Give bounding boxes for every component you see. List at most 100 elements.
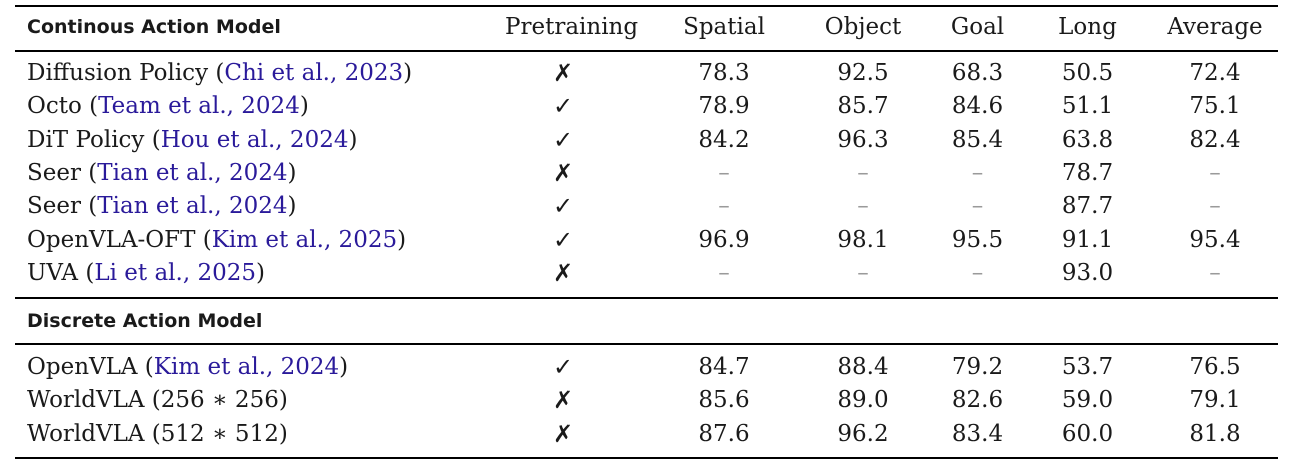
column-header-object: Object xyxy=(824,14,902,40)
object-score: – xyxy=(857,159,869,186)
paren-open: ( xyxy=(78,259,95,286)
goal-score: – xyxy=(971,259,984,286)
method-name-cell: DiT Policy (Hou et al., 2024) xyxy=(27,124,357,157)
method-name: Octo xyxy=(27,93,82,120)
table-row: UVA (Li et al., 2025) ✗ – – – 93.0 – xyxy=(0,257,1293,290)
paren-close: ) xyxy=(397,226,407,253)
method-name: WorldVLA (512 ∗ 512) xyxy=(27,420,288,447)
average-score: 76.5 xyxy=(1189,354,1241,380)
object-score: – xyxy=(857,193,869,220)
table-row: WorldVLA (512 ∗ 512) ✗ 87.6 96.2 83.4 60.0 81.… xyxy=(0,418,1293,451)
object-score: 88.4 xyxy=(837,354,889,380)
method-name-cell: Octo (Team et al., 2024) xyxy=(27,90,309,123)
paren-open: ( xyxy=(137,354,154,380)
column-header-goal: Goal xyxy=(950,14,1005,40)
paren-close: ) xyxy=(403,60,413,86)
citation-link[interactable]: Chi et al., 2023 xyxy=(224,60,404,86)
average-score: 79.1 xyxy=(1189,387,1241,414)
paren-open: ( xyxy=(80,193,98,220)
method-name-cell: Seer (Tian et al., 2024) xyxy=(27,157,297,190)
paren-close: ) xyxy=(348,126,358,153)
method-name: Diffusion Policy xyxy=(27,60,209,86)
method-name: OpenVLA xyxy=(27,354,138,380)
average-score: – xyxy=(1209,259,1221,286)
long-score: 51.1 xyxy=(1061,93,1114,120)
table-row: DiT Policy (Hou et al., 2024) ✓ 84.2 96.3 85… xyxy=(0,124,1293,157)
long-score: 87.7 xyxy=(1061,193,1114,220)
goal-score: 68.3 xyxy=(951,60,1004,86)
pretraining-mark: ✗ xyxy=(552,419,574,448)
spatial-score: 96.9 xyxy=(698,226,750,253)
pretraining-mark: ✓ xyxy=(552,353,574,381)
citation-link[interactable]: Li et al., 2025 xyxy=(94,259,256,286)
goal-score: 83.4 xyxy=(951,420,1004,447)
table-row: WorldVLA (256 ∗ 256) ✗ 85.6 89.0 82.6 59.0 79.… xyxy=(0,384,1293,417)
method-name: WorldVLA (256 ∗ 256) xyxy=(27,387,288,414)
citation-link[interactable]: Tian et al., 2024 xyxy=(97,193,288,220)
citation-link[interactable]: Tian et al., 2024 xyxy=(97,159,288,186)
object-score: 85.7 xyxy=(837,93,889,120)
pretraining-mark: ✗ xyxy=(552,158,574,187)
object-score: 96.3 xyxy=(837,126,889,153)
method-name-cell: UVA (Li et al., 2025) xyxy=(27,257,265,290)
method-name: Seer xyxy=(27,159,81,186)
goal-score: 85.4 xyxy=(951,126,1004,153)
spatial-score: 78.9 xyxy=(698,93,750,120)
header-rule xyxy=(15,50,1278,52)
method-name-cell: WorldVLA (256 ∗ 256) xyxy=(27,384,288,417)
spatial-score: 84.2 xyxy=(698,126,750,153)
discrete-section-row: Discrete Action Model xyxy=(0,305,1293,338)
method-name: DiT Policy xyxy=(27,126,145,153)
pretraining-mark: ✓ xyxy=(552,125,574,154)
paren-close: ) xyxy=(287,159,297,186)
goal-score: 82.6 xyxy=(951,387,1004,414)
long-score: 59.0 xyxy=(1061,387,1114,414)
top-rule xyxy=(15,5,1278,7)
pretraining-mark: ✗ xyxy=(552,59,574,87)
object-score: 92.5 xyxy=(837,60,889,86)
paren-close: ) xyxy=(255,259,265,286)
long-score: 53.7 xyxy=(1061,354,1114,380)
spatial-score: 84.7 xyxy=(698,354,750,380)
object-score: 89.0 xyxy=(837,387,889,414)
section-label-discrete: Discrete Action Model xyxy=(27,310,263,332)
table-row: OpenVLA-OFT (Kim et al., 2025) ✓ 96.9 98.1 9… xyxy=(0,224,1293,257)
object-score: 98.1 xyxy=(837,226,889,253)
bottom-rule xyxy=(15,457,1278,459)
average-score: 95.4 xyxy=(1189,226,1241,253)
citation-link[interactable]: Hou et al., 2024 xyxy=(160,126,349,153)
method-name-cell: OpenVLA (Kim et al., 2024) xyxy=(27,351,348,384)
spatial-score: – xyxy=(718,259,730,286)
pretraining-mark: ✓ xyxy=(552,225,574,254)
paren-open: ( xyxy=(208,60,225,86)
average-score: 81.8 xyxy=(1189,420,1241,447)
average-score: 82.4 xyxy=(1189,126,1241,153)
long-score: 60.0 xyxy=(1061,420,1114,447)
method-name: OpenVLA-OFT xyxy=(27,226,196,253)
table-row: Diffusion Policy (Chi et al., 2023) ✗ 78.3… xyxy=(0,57,1293,90)
table-row: Seer (Tian et al., 2024) ✗ – – – 78.7 – xyxy=(0,157,1293,190)
discrete-rule xyxy=(15,343,1278,345)
paren-close: ) xyxy=(287,193,297,220)
object-score: 96.2 xyxy=(837,420,889,447)
paren-open: ( xyxy=(81,93,99,120)
citation-link[interactable]: Kim et al., 2025 xyxy=(211,226,398,253)
method-name-cell: Diffusion Policy (Chi et al., 2023) xyxy=(27,57,412,90)
object-score: – xyxy=(857,259,869,286)
method-name-cell: WorldVLA (512 ∗ 512) xyxy=(27,418,288,451)
pretraining-mark: ✓ xyxy=(552,192,574,221)
section-label-continuous: Continous Action Model xyxy=(27,16,281,38)
spatial-score: 85.6 xyxy=(698,387,750,414)
citation-link[interactable]: Kim et al., 2024 xyxy=(153,354,340,380)
long-score: 78.7 xyxy=(1061,159,1114,186)
method-name-cell: Seer (Tian et al., 2024) xyxy=(27,190,297,223)
average-score: – xyxy=(1209,159,1221,186)
goal-score: – xyxy=(971,159,984,186)
method-name: UVA xyxy=(27,259,79,286)
citation-link[interactable]: Team et al., 2024 xyxy=(98,93,300,120)
goal-score: 84.6 xyxy=(951,93,1004,120)
paren-open: ( xyxy=(144,126,161,153)
spatial-score: 87.6 xyxy=(698,420,750,447)
goal-score: – xyxy=(971,193,984,220)
